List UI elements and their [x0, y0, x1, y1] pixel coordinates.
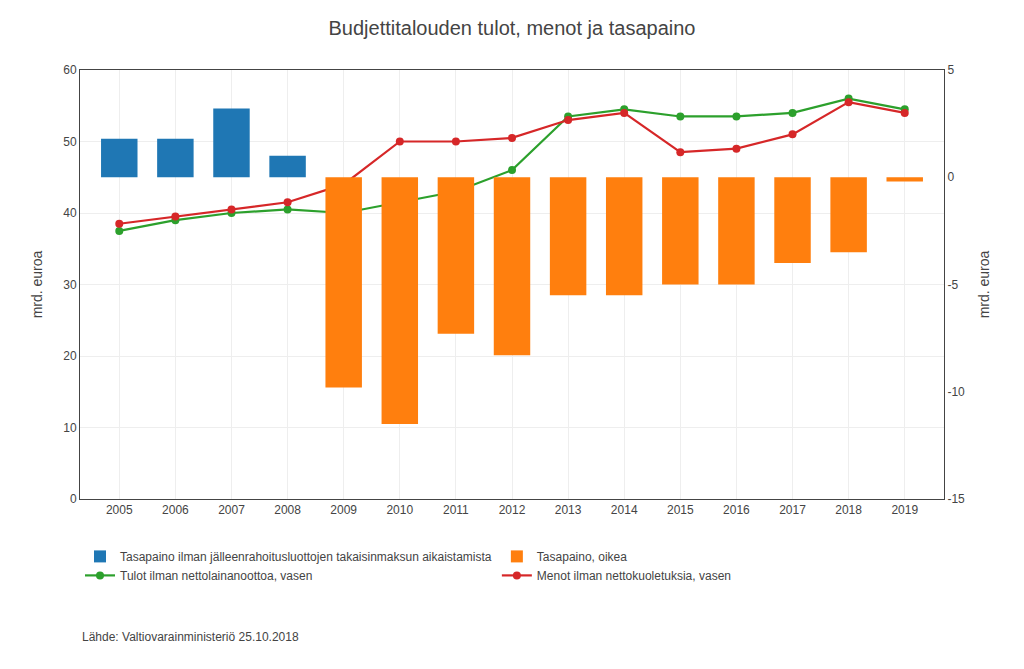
svg-text:mrd. euroa: mrd. euroa	[29, 250, 45, 318]
svg-text:0: 0	[947, 170, 954, 184]
svg-text:Tulot ilman nettolainanoottoa,: Tulot ilman nettolainanoottoa, vasen	[120, 569, 312, 583]
svg-text:2009: 2009	[330, 503, 357, 517]
svg-text:Menot ilman nettokuoletuksia,: Menot ilman nettokuoletuksia, vasen	[537, 569, 731, 583]
svg-text:20: 20	[63, 349, 77, 363]
svg-text:2005: 2005	[106, 503, 133, 517]
svg-text:2014: 2014	[611, 503, 638, 517]
svg-text:5: 5	[947, 63, 954, 77]
svg-text:Lähde: Valtiovarainministeriö: Lähde: Valtiovarainministeriö 25.10.2018	[82, 630, 299, 644]
svg-text:30: 30	[63, 278, 77, 292]
svg-text:0: 0	[70, 492, 77, 506]
svg-text:Budjettitalouden tulot, menot: Budjettitalouden tulot, menot ja tasapai…	[329, 17, 696, 39]
svg-text:60: 60	[63, 63, 77, 77]
svg-text:2008: 2008	[274, 503, 301, 517]
svg-text:2016: 2016	[723, 503, 750, 517]
svg-text:2019: 2019	[891, 503, 918, 517]
svg-text:10: 10	[63, 421, 77, 435]
svg-text:2012: 2012	[499, 503, 526, 517]
svg-text:2010: 2010	[386, 503, 413, 517]
svg-text:mrd. euroa: mrd. euroa	[976, 250, 992, 318]
svg-text:-5: -5	[947, 278, 958, 292]
svg-text:40: 40	[63, 206, 77, 220]
svg-text:2018: 2018	[835, 503, 862, 517]
svg-text:50: 50	[63, 135, 77, 149]
svg-text:2006: 2006	[162, 503, 189, 517]
svg-text:Tasapaino ilman jälleenrahoitu: Tasapaino ilman jälleenrahoitusluottojen…	[120, 550, 492, 564]
svg-text:-15: -15	[947, 492, 965, 506]
svg-text:2007: 2007	[218, 503, 245, 517]
svg-text:-10: -10	[947, 385, 965, 399]
svg-text:2017: 2017	[779, 503, 806, 517]
svg-text:Tasapaino, oikea: Tasapaino, oikea	[537, 550, 627, 564]
svg-text:2015: 2015	[667, 503, 694, 517]
svg-text:2013: 2013	[555, 503, 582, 517]
svg-text:2011: 2011	[443, 503, 469, 517]
